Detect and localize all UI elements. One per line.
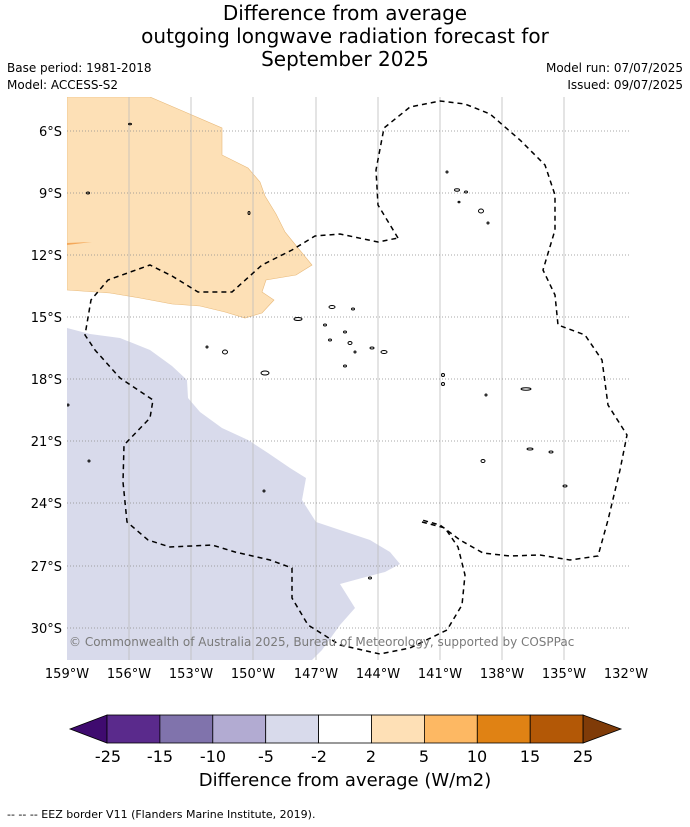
lon-label: 150°W: [231, 667, 275, 682]
island: [464, 190, 468, 194]
model-run: Model run: 07/07/2025: [545, 61, 683, 75]
lon-label: 147°W: [294, 667, 338, 682]
colorbar-labels: -25 -15 -10 -5 -2 2 5 10 15 25: [95, 747, 593, 766]
island: [323, 323, 327, 327]
colorbar-swatch: [265, 714, 320, 744]
eez-border-french-polynesia-west: [84, 233, 466, 655]
island: [87, 459, 91, 463]
colorbar-label: 15: [520, 747, 540, 766]
island: [457, 200, 461, 204]
colorbar-title: Difference from average (W/m2): [198, 770, 492, 791]
title-line-2: outgoing longwave radiation forecast for: [141, 24, 549, 48]
eez-borders: [84, 100, 628, 655]
island: [128, 122, 132, 126]
negative-anomaly-region: [67, 328, 400, 660]
island: [454, 188, 460, 192]
map-area: © Commonwealth of Australia 2025, Bureau…: [67, 97, 631, 660]
island: [205, 345, 209, 349]
island: [328, 305, 336, 309]
colorbar-swatch: [318, 714, 372, 744]
lon-label: 132°W: [604, 667, 648, 682]
lat-label: 18°S: [31, 373, 62, 388]
island: [368, 576, 372, 580]
colorbar-label: 2: [366, 747, 376, 766]
island: [380, 350, 388, 354]
colorbar-swatch: [106, 714, 161, 744]
positive-anomaly-region: [67, 97, 313, 319]
colorbar-swatch: [212, 714, 267, 744]
colorbar-arrow-low: [68, 714, 108, 744]
lat-label: 15°S: [31, 311, 62, 326]
colorbar: [68, 714, 623, 744]
island: [260, 370, 270, 376]
island: [484, 393, 488, 397]
lat-label: 9°S: [39, 187, 62, 202]
island: [67, 403, 70, 407]
island: [520, 387, 532, 391]
island: [347, 341, 353, 345]
latitude-axis: 6°S 9°S 12°S 15°S 18°S 21°S 24°S 27°S 30…: [31, 125, 62, 637]
island: [548, 450, 554, 454]
lon-label: 159°W: [45, 667, 89, 682]
colorbar-label: -25: [95, 747, 121, 766]
model-name: Model: ACCESS-S2: [7, 78, 119, 92]
island: [293, 317, 303, 321]
island: [86, 191, 90, 195]
colorbar-swatch: [529, 714, 584, 744]
copyright-note: © Commonwealth of Australia 2025, Bureau…: [69, 635, 574, 649]
colorbar-swatch: [423, 714, 478, 744]
colorbar-label: 5: [419, 747, 429, 766]
lat-label: 24°S: [31, 497, 62, 512]
lat-label: 12°S: [31, 249, 62, 264]
islands: [67, 122, 568, 580]
lon-label: 156°W: [107, 667, 151, 682]
lon-label: 135°W: [542, 667, 586, 682]
title-line-1: Difference from average: [222, 1, 468, 25]
island: [486, 221, 490, 225]
colorbar-label: 25: [573, 747, 593, 766]
title-line-3: September 2025: [261, 47, 429, 71]
island: [478, 208, 484, 214]
colorbar-label: -2: [311, 747, 327, 766]
island: [562, 484, 568, 488]
colorbar-swatch: [159, 714, 214, 744]
colorbar-label: 10: [467, 747, 487, 766]
island: [343, 330, 347, 334]
issued-date: Issued: 09/07/2025: [567, 78, 683, 92]
island: [441, 373, 445, 377]
colorbar-label: -5: [258, 747, 274, 766]
island: [353, 350, 357, 354]
lon-label: 153°W: [169, 667, 213, 682]
orange-sliver: [67, 242, 92, 245]
colorbar-label: -15: [147, 747, 173, 766]
eez-footnote: -- -- -- EEZ border V11 (Flanders Marine…: [7, 808, 316, 821]
island: [445, 170, 449, 174]
island: [247, 211, 251, 215]
base-period: Base period: 1981-2018: [7, 61, 152, 75]
lon-label: 144°W: [356, 667, 400, 682]
latitude-gridlines: [67, 130, 631, 629]
lat-label: 30°S: [31, 622, 62, 637]
island: [526, 447, 534, 451]
island: [262, 489, 266, 493]
island: [343, 364, 347, 368]
lat-label: 27°S: [31, 560, 62, 575]
island: [369, 346, 375, 350]
lat-label: 21°S: [31, 435, 62, 450]
island: [222, 349, 228, 355]
longitude-axis: 159°W 156°W 153°W 150°W 147°W 144°W 141°…: [45, 667, 648, 682]
lat-label: 6°S: [39, 125, 62, 140]
colorbar-swatch: [476, 714, 531, 744]
island: [328, 338, 332, 342]
lon-label: 141°W: [418, 667, 462, 682]
island: [351, 307, 355, 311]
lon-label: 138°W: [480, 667, 524, 682]
colorbar-label: -10: [200, 747, 226, 766]
colorbar-arrow-high: [582, 714, 623, 744]
colorbar-swatch: [371, 714, 425, 744]
island: [441, 382, 445, 386]
island: [480, 459, 486, 463]
